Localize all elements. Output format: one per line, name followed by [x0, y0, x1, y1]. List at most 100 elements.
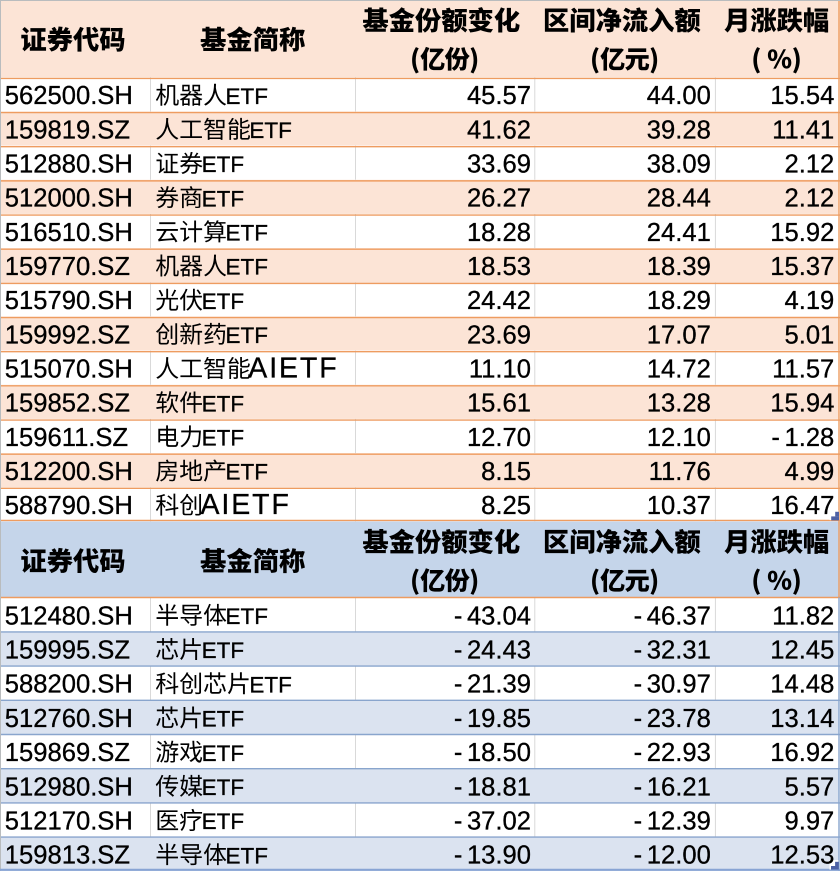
svg-text:8.15: 8.15 [481, 458, 531, 486]
svg-text:512200.SH: 512200.SH [5, 458, 133, 486]
svg-text:38.09: 38.09 [647, 151, 711, 179]
svg-text:23.78: 23.78 [647, 705, 711, 733]
svg-text:15.94: 15.94 [770, 390, 834, 418]
svg-text:15.92: 15.92 [770, 219, 834, 247]
svg-text:18.28: 18.28 [467, 219, 531, 247]
svg-text:-: - [634, 773, 643, 801]
svg-text:2.12: 2.12 [784, 151, 834, 179]
svg-text:-: - [454, 602, 463, 630]
svg-text:ETF: ETF [226, 460, 269, 485]
svg-text:159852.SZ: 159852.SZ [5, 390, 130, 418]
svg-text:13.90: 13.90 [467, 842, 531, 870]
svg-text:ETF: ETF [226, 221, 269, 246]
svg-text:12.45: 12.45 [770, 637, 834, 665]
svg-text:22.93: 22.93 [647, 739, 711, 767]
svg-text:8.25: 8.25 [481, 492, 531, 520]
svg-text:515070.SH: 515070.SH [5, 355, 133, 383]
svg-text:ETF: ETF [202, 809, 245, 834]
svg-text:ETF: ETF [202, 391, 245, 416]
svg-text:512480.SH: 512480.SH [5, 602, 133, 630]
svg-text:30.97: 30.97 [647, 671, 711, 699]
svg-text:11.10: 11.10 [469, 355, 531, 383]
svg-text:ETF: ETF [202, 289, 245, 314]
svg-text:159995.SZ: 159995.SZ [5, 637, 130, 665]
svg-text:9.97: 9.97 [784, 808, 834, 836]
svg-text:588200.SH: 588200.SH [5, 671, 133, 699]
svg-text:512760.SH: 512760.SH [5, 705, 133, 733]
svg-text:ETF: ETF [226, 255, 269, 280]
svg-text:159992.SZ: 159992.SZ [5, 321, 130, 349]
svg-text:-: - [634, 637, 643, 665]
svg-text:-: - [454, 637, 463, 665]
svg-text:-: - [634, 602, 643, 630]
svg-text:18.81: 18.81 [467, 773, 531, 801]
svg-text:ETF: ETF [226, 604, 269, 629]
svg-text:5.57: 5.57 [784, 773, 834, 801]
svg-text:14.48: 14.48 [770, 671, 834, 699]
svg-text:ETF: ETF [249, 118, 292, 143]
svg-text:515790.SH: 515790.SH [5, 287, 133, 315]
svg-text:ETF: ETF [202, 707, 245, 732]
svg-text:12.39: 12.39 [647, 808, 711, 836]
svg-text:-: - [634, 808, 643, 836]
svg-text:ETF: ETF [202, 638, 245, 663]
svg-text:24.43: 24.43 [467, 637, 531, 665]
svg-text:12.10: 12.10 [647, 424, 711, 452]
svg-text:512000.SH: 512000.SH [5, 185, 133, 213]
svg-text:10.37: 10.37 [647, 492, 711, 520]
svg-text:-: - [454, 842, 463, 870]
svg-text:26.27: 26.27 [467, 185, 531, 213]
svg-text:516510.SH: 516510.SH [5, 219, 133, 247]
svg-text:ETF: ETF [226, 843, 269, 868]
svg-text:18.29: 18.29 [647, 287, 711, 315]
svg-text:-: - [634, 705, 643, 733]
svg-text:21.39: 21.39 [467, 671, 531, 699]
svg-text:43.04: 43.04 [467, 602, 531, 630]
svg-text:15.37: 15.37 [770, 253, 834, 281]
svg-text:16.21: 16.21 [647, 773, 711, 801]
svg-text:5.01: 5.01 [784, 321, 834, 349]
svg-text:11.57: 11.57 [772, 355, 834, 383]
svg-text:13.28: 13.28 [647, 390, 711, 418]
svg-text:-: - [454, 671, 463, 699]
svg-text:-: - [634, 842, 643, 870]
svg-text:ETF: ETF [226, 84, 269, 109]
svg-text:16.47: 16.47 [770, 492, 834, 520]
svg-text:28.44: 28.44 [647, 185, 711, 213]
svg-text:41.62: 41.62 [467, 116, 531, 144]
svg-text:23.69: 23.69 [467, 321, 531, 349]
svg-text:159813.SZ: 159813.SZ [5, 842, 130, 870]
svg-text:24.42: 24.42 [467, 287, 531, 315]
svg-text:18.39: 18.39 [647, 253, 711, 281]
svg-text:ETF: ETF [226, 323, 269, 348]
svg-text:-: - [454, 773, 463, 801]
svg-text:512880.SH: 512880.SH [5, 151, 133, 179]
svg-text:12.53: 12.53 [770, 842, 834, 870]
svg-text:ETF: ETF [202, 775, 245, 800]
svg-text:512170.SH: 512170.SH [5, 808, 133, 836]
svg-text:159869.SZ: 159869.SZ [5, 739, 130, 767]
svg-text:18.53: 18.53 [467, 253, 531, 281]
svg-text:18.50: 18.50 [467, 739, 531, 767]
svg-text:15.61: 15.61 [467, 390, 531, 418]
svg-text:-: - [634, 671, 643, 699]
svg-text:39.28: 39.28 [647, 116, 711, 144]
svg-text:2.12: 2.12 [784, 185, 834, 213]
svg-text:19.85: 19.85 [467, 705, 531, 733]
svg-text:159770.SZ: 159770.SZ [5, 253, 130, 281]
svg-text:159819.SZ: 159819.SZ [5, 116, 130, 144]
svg-text:45.57: 45.57 [467, 82, 531, 110]
svg-text:14.72: 14.72 [647, 355, 711, 383]
svg-text:ETF: ETF [249, 672, 292, 697]
svg-text:1.28: 1.28 [784, 424, 834, 452]
svg-text:11.76: 11.76 [649, 458, 711, 486]
svg-text:37.02: 37.02 [467, 808, 531, 836]
svg-text:15.54: 15.54 [770, 82, 834, 110]
svg-text:4.99: 4.99 [784, 458, 834, 486]
svg-text:-: - [454, 705, 463, 733]
svg-text:44.00: 44.00 [647, 82, 711, 110]
svg-text:588790.SH: 588790.SH [5, 492, 133, 520]
svg-text:-: - [634, 739, 643, 767]
svg-text:-: - [454, 808, 463, 836]
svg-text:159611.SZ: 159611.SZ [5, 424, 128, 452]
